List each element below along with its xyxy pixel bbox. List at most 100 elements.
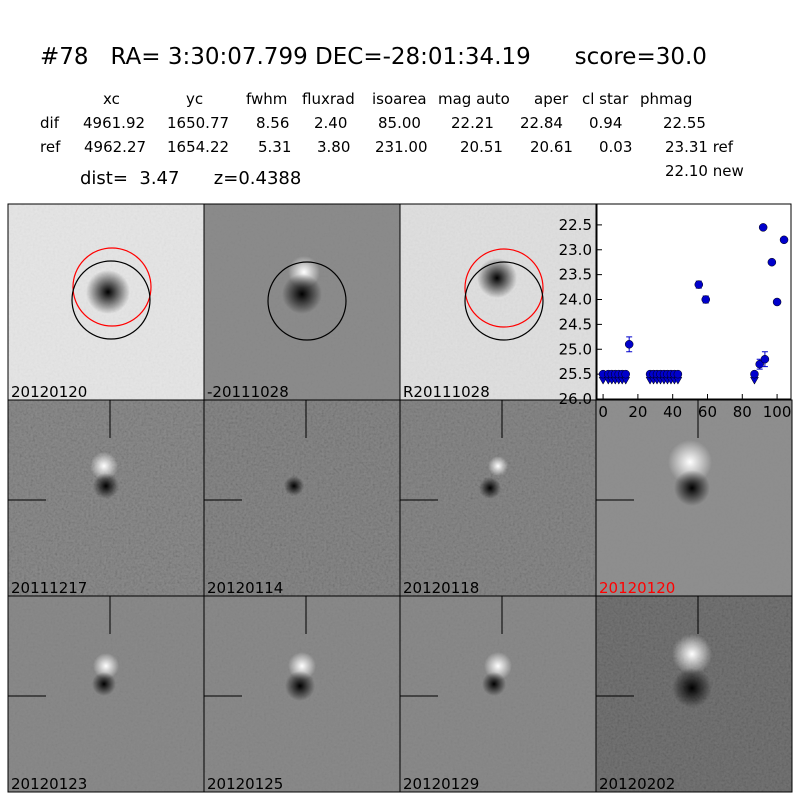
image-panel: 20120123 [7,595,205,793]
title: #78 RA= 3:30:07.799 DEC=-28:01:34.19 sco… [40,44,707,70]
point [621,369,630,379]
column-header: fluxrad [302,90,355,108]
panel-label: 20120120 [11,383,87,401]
point [758,223,768,232]
table-cell: 20.61 [530,138,573,156]
column-header: yc [186,90,203,108]
y-tick-label: 24.0 [559,291,592,309]
image-panel: 20120202 [595,595,793,793]
x-tick-label: 80 [733,403,752,421]
point [701,295,710,304]
image-panel: 20120114 [203,399,401,597]
column-header: fwhm [246,90,287,108]
panel-label: 20120118 [403,579,479,597]
source-blob [482,672,506,696]
panel-noise [400,204,596,400]
image-panel: -20111028 [203,203,401,401]
image-panel: 20111217 [7,399,205,597]
image-panel: 20120120 [595,399,793,597]
point [767,257,777,267]
source-blob [674,470,710,506]
image-panel: 20120120 [7,203,205,401]
point [755,359,764,369]
panel-border [595,595,793,793]
image-panel: 20120125 [203,595,401,793]
aperture-circle [71,260,151,340]
table-cell: 4962.27 [84,138,146,156]
point [673,369,683,379]
y-tick-label: 26.0 [559,390,592,408]
source-blob [284,476,304,496]
image-panel: R20111028 [399,203,597,401]
point [624,340,634,349]
aperture-circle [464,261,544,341]
column-header: isoarea [372,90,427,108]
source-blob [93,473,119,499]
point [772,297,782,307]
plot-area [596,203,792,400]
x-tick-label: 0 [598,403,608,421]
table-cell: 20.51 [460,138,503,156]
x-tick-label: 40 [663,403,682,421]
y-tick-label: 25.0 [559,340,592,358]
panel-label: 20120120 [599,579,675,597]
table-cell: 4961.92 [83,114,145,132]
x-tick-label: 20 [628,403,647,421]
source-blob [672,668,712,708]
source-blob [285,671,315,701]
source-blob [479,477,501,499]
image-panel: 20120118 [399,399,597,597]
point [779,235,789,245]
source-blob [92,672,116,696]
panel-label: -20111028 [207,383,289,401]
y-tick-label: 25.5 [559,365,592,383]
aperture-circle [72,247,152,327]
column-header: aper [534,90,569,108]
column-header: xc [103,90,120,108]
table-cell: 1654.22 [167,138,229,156]
row-label: dif [40,114,60,132]
row-label: ref [40,138,61,156]
panel-noise [400,400,596,596]
panel-label: 20120129 [403,775,479,793]
summary: dist= 3.47 z=0.4388 [80,168,301,189]
table-cell: 85.00 [378,114,421,132]
source-blob [488,456,508,476]
point [760,354,770,364]
source-blob [93,653,119,679]
aperture-circle [267,261,347,341]
table-cell: 2.40 [314,114,347,132]
phmag-note: 22.10 new [665,162,744,180]
table-cell: 22.84 [520,114,563,132]
point [750,369,759,379]
y-tick-label: 24.5 [559,315,592,333]
x-tick-label: 100 [763,403,792,421]
panel-noise [204,400,400,596]
aperture-circle [464,248,544,328]
y-tick-label: 22.5 [559,216,592,234]
y-tick-label: 23.0 [559,241,592,259]
table-cell: 231.00 [375,138,428,156]
source-blob [282,274,322,314]
table-cell: 22.55 [663,114,706,132]
table-cell: 5.31 [258,138,291,156]
source-blob [90,452,118,480]
source-blob [86,270,130,314]
table-cell: 0.03 [599,138,632,156]
source-blob [477,258,517,298]
table-cell: 0.94 [589,114,622,132]
panel-label: 20120125 [207,775,283,793]
table-cell: 1650.77 [167,114,229,132]
source-blob [672,634,712,674]
panel-label: R20111028 [403,383,490,401]
column-header: phmag [640,90,692,108]
column-header: mag auto [438,90,510,108]
table-cell: 8.56 [256,114,289,132]
panel-label: 20120114 [207,579,283,597]
panel-label: 20120202 [599,775,675,793]
point [694,280,704,289]
table-cell: 3.80 [317,138,350,156]
panel-label: 20120123 [11,775,87,793]
table-cell: 23.31 ref [665,138,734,156]
